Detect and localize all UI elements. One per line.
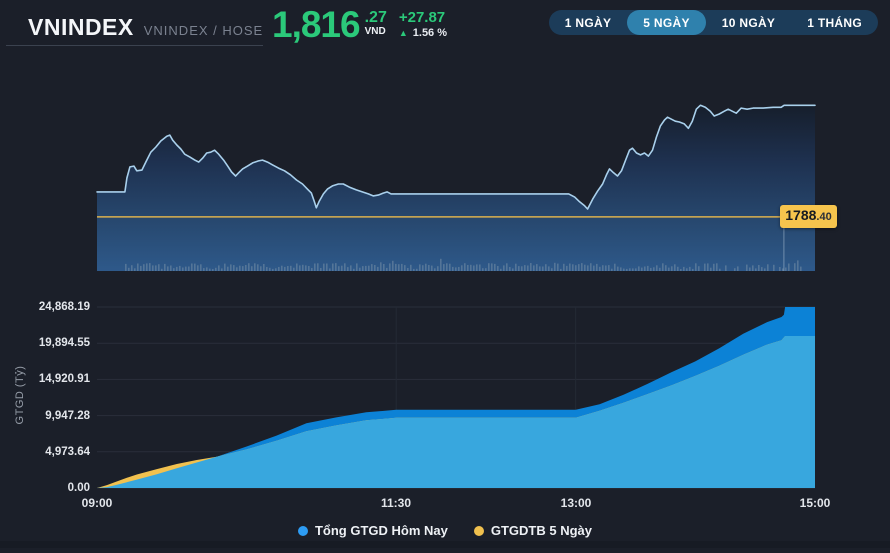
tab-1-ngày[interactable]: 1 NGÀY	[549, 10, 627, 35]
symbol-subtitle: VNINDEX / HOSE	[143, 23, 264, 38]
price-change-percent: 1.56 %	[412, 27, 448, 39]
legend-label: GTGDTB 5 Ngày	[490, 523, 592, 538]
legend-dot-icon	[297, 525, 308, 536]
footer-strip	[0, 541, 890, 548]
reference-price-label: 1788.40	[780, 205, 837, 228]
y-tick-label: 0.00	[67, 482, 90, 494]
legend-item[interactable]: GTGDTB 5 Ngày	[473, 523, 592, 538]
x-tick-label: 13:00	[560, 496, 592, 510]
gtgd-axis-title: GTGD (Tỷ)	[14, 365, 26, 425]
legend-label: Tổng GTGD Hôm Nay	[314, 523, 448, 538]
tab-10-ngày[interactable]: 10 NGÀY	[706, 10, 791, 35]
symbol-title: VNINDEX	[28, 14, 134, 40]
y-tick-label: 19,894.55	[38, 337, 90, 349]
price-decimals: .27	[364, 9, 387, 26]
price-area	[97, 105, 815, 271]
price-currency: VND	[364, 26, 386, 37]
tab-5-ngày[interactable]: 5 NGÀY	[627, 10, 706, 35]
legend-item[interactable]: Tổng GTGD Hôm Nay	[297, 523, 448, 538]
y-tick-label: 9,947.28	[45, 410, 90, 422]
tab-1-tháng[interactable]: 1 THÁNG	[791, 10, 878, 35]
volume-bars	[125, 258, 802, 271]
y-tick-label: 24,868.19	[38, 301, 90, 313]
legend-dot-icon	[473, 525, 484, 536]
header-divider	[6, 45, 263, 46]
price-line	[96, 104, 816, 210]
header-title-block: VNINDEX VNINDEX / HOSE	[28, 14, 263, 41]
chart-legend: Tổng GTGD Hôm Nay GTGDTB 5 Ngày	[0, 523, 890, 538]
price-value: 1,816	[272, 4, 361, 45]
reference-price-dec: .40	[816, 211, 832, 223]
price-block: 1,816 .27 VND +27.87 ▲ 1.56 %	[272, 4, 448, 45]
y-tick-label: 4,973.64	[45, 446, 90, 458]
y-tick-label: 14,920.91	[38, 373, 90, 385]
x-tick-label: 15:00	[799, 496, 831, 510]
timeframe-tabs: 1 NGÀY 5 NGÀY 10 NGÀY 1 THÁNG	[548, 10, 878, 35]
reference-price-int: 1788	[785, 207, 817, 223]
x-tick-label: 09:00	[81, 496, 113, 510]
x-tick-label: 11:30	[380, 496, 412, 510]
gtgd-areas	[97, 307, 815, 488]
up-arrow-icon: ▲	[398, 27, 408, 38]
price-change: +27.87	[398, 9, 446, 26]
